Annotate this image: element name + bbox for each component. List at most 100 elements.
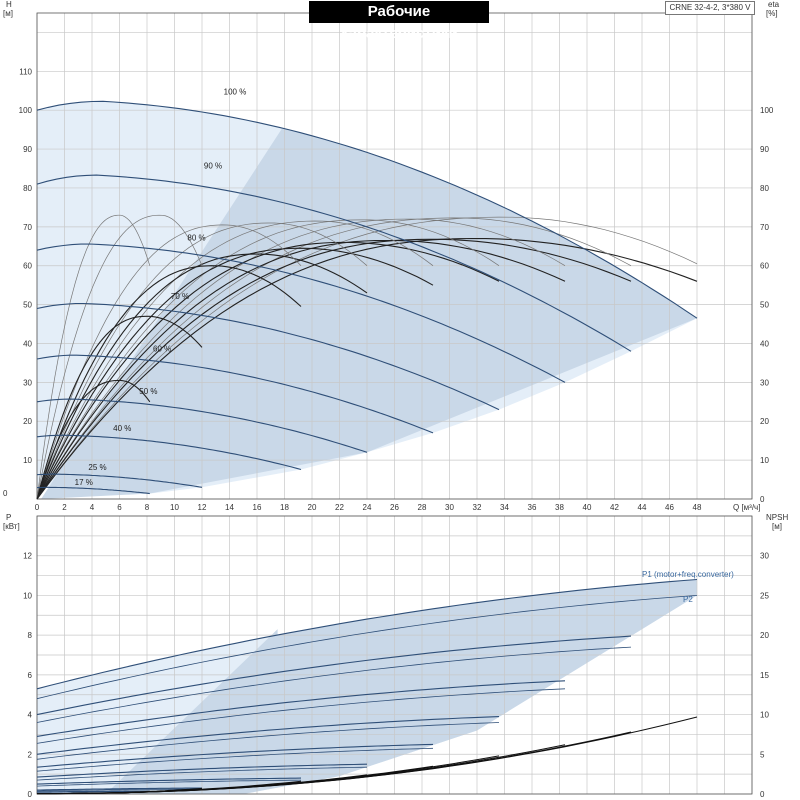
- head-curve-6: [36, 434, 302, 471]
- power-curve-P2-0: [36, 595, 698, 700]
- p-tick-left: 8: [28, 631, 33, 640]
- eta-curve-4: [36, 218, 566, 500]
- top-grid: [36, 13, 753, 500]
- x-tick-label: 44: [638, 503, 647, 512]
- y-tick-right: 30: [760, 378, 769, 387]
- p-tick-left: 12: [23, 552, 32, 561]
- head-curve-4: [36, 354, 434, 434]
- p-tick-left: 2: [28, 750, 33, 759]
- npsh-axis-label: NPSH: [766, 513, 788, 522]
- power-curve-P2-3: [36, 722, 500, 760]
- x-tick-label: 8: [145, 503, 150, 512]
- p-tick-left: 10: [23, 591, 32, 600]
- p2-series-label: P2: [683, 595, 693, 604]
- x-axis-label: Q [м³/ч]: [733, 503, 760, 512]
- x-tick-label: 20: [308, 503, 317, 512]
- eta-curve-14: [36, 214, 203, 500]
- y-tick-left: 100: [19, 106, 33, 115]
- y-tick-left: 20: [23, 417, 32, 426]
- x-tick-label: 24: [363, 503, 372, 512]
- p-tick-left: 4: [28, 711, 33, 720]
- x-tick-label: 26: [390, 503, 399, 512]
- power-curve-P2-6: [36, 779, 302, 787]
- y-tick-left: 10: [23, 456, 32, 465]
- x-tick-label: 22: [335, 503, 344, 512]
- p-axis-label: P: [6, 513, 11, 522]
- y-tick-right: 50: [760, 301, 769, 310]
- npsh-curve-7: [37, 787, 203, 795]
- speed-label: 25 %: [88, 463, 106, 472]
- x-tick-label: 46: [665, 503, 674, 512]
- power-curve-P1-2: [36, 680, 566, 737]
- power-curve-P1-0: [36, 578, 698, 690]
- power-curve-P1-4: [36, 743, 434, 768]
- x-tick-label: 2: [62, 503, 67, 512]
- speed-label: 100 %: [224, 88, 247, 97]
- x-tick-label: 16: [253, 503, 262, 512]
- head-curve-1: [36, 174, 632, 352]
- x-tick-label: 36: [528, 503, 537, 512]
- x-tick-label: 6: [117, 503, 122, 512]
- eta-curve-1: [36, 237, 698, 500]
- npsh-tick-right: 30: [760, 552, 769, 561]
- power-curve-P2-4: [36, 747, 434, 772]
- head-curve-0: [36, 100, 698, 319]
- head-curve-7: [36, 473, 203, 488]
- y-tick-right: 90: [760, 145, 769, 154]
- power-curve-P1-1: [36, 635, 632, 716]
- npsh-curves: [37, 716, 698, 795]
- y-axis-label-right: eta: [768, 0, 780, 9]
- power-region-dark: [105, 579, 697, 794]
- eta-curve-8: [36, 220, 434, 500]
- speed-label: 40 %: [113, 424, 131, 433]
- power-curve-P1-3: [36, 716, 500, 755]
- x-tick-label: 0: [35, 503, 40, 512]
- power-curve-P1-5: [36, 763, 368, 778]
- y-tick-left-zero: 0: [3, 489, 8, 498]
- power-curve-P1-6: [36, 777, 302, 785]
- head-curves: [36, 100, 698, 495]
- speed-label: 60 %: [153, 344, 171, 353]
- power-curve-P2-7: [37, 788, 203, 792]
- head-curve-3: [36, 302, 500, 411]
- chart-title: Рабочие характеристики: [309, 1, 489, 42]
- p1-series-label: P1 (motor+freq.converter): [642, 570, 734, 579]
- y-tick-left: 30: [23, 378, 32, 387]
- x-tick-label: 30: [445, 503, 454, 512]
- npsh-axis-unit: [м]: [772, 522, 782, 531]
- y-tick-right: 0: [760, 495, 765, 504]
- eta-curve-10: [36, 222, 368, 500]
- npsh-tick-right: 0: [760, 790, 765, 799]
- y-tick-right: 10: [760, 456, 769, 465]
- eta-curve-9: [36, 247, 434, 500]
- x-tick-label: 14: [225, 503, 234, 512]
- eta-curves: [36, 214, 698, 500]
- power-curve-P1-7: [37, 787, 203, 791]
- eta-curve-0: [36, 216, 698, 500]
- x-tick-label: 18: [280, 503, 289, 512]
- bottom-plot-frame: [36, 515, 753, 795]
- p-tick-left: 0: [28, 790, 33, 799]
- x-tick-label: 34: [500, 503, 509, 512]
- power-curves: [36, 578, 698, 793]
- head-curve-5: [36, 398, 368, 453]
- x-tick-label: 48: [693, 503, 702, 512]
- x-tick-label: 28: [418, 503, 427, 512]
- y-axis-label-left: H: [6, 0, 12, 9]
- head-curve-2: [36, 243, 566, 383]
- y-tick-left: 50: [23, 301, 32, 310]
- x-tick-label: 4: [90, 503, 95, 512]
- npsh-tick-right: 15: [760, 671, 769, 680]
- speed-label: 50 %: [139, 387, 157, 396]
- x-tick-label: 40: [583, 503, 592, 512]
- head-curve-8: [36, 486, 150, 495]
- eta-curve-15: [36, 315, 203, 500]
- eta-curve-13: [36, 265, 302, 500]
- y-tick-left: 110: [19, 67, 32, 76]
- npsh-tick-right: 5: [760, 750, 765, 759]
- eta-curve-17: [36, 379, 151, 500]
- y-tick-right: 40: [760, 339, 769, 348]
- npsh-tick-right: 25: [760, 591, 769, 600]
- y-tick-left: 90: [23, 145, 32, 154]
- y-tick-left: 80: [23, 184, 32, 193]
